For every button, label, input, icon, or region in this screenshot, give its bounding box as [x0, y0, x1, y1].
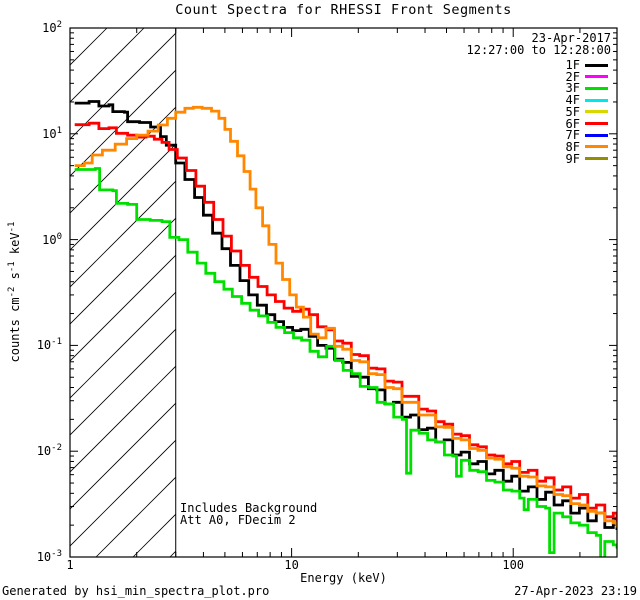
legend-label: 4F: [565, 93, 580, 108]
plot-title: Count Spectra for RHESSI Front Segments: [175, 2, 512, 18]
y-tick-label: 10-1: [36, 337, 62, 353]
legend-item-9F: 9F: [520, 153, 608, 165]
legend-item-3F: 3F: [520, 82, 608, 94]
legend-item-4F: 4F: [520, 94, 608, 106]
observation-time-range: 12:27:00 to 12:28:00: [466, 43, 612, 57]
plot-frame: [69, 27, 618, 558]
footer-plot-timestamp: 27-Apr-2023 23:19: [514, 584, 637, 598]
spectrum-curve-8F: [74, 105, 617, 528]
x-tick-label: 10: [284, 558, 299, 572]
legend-item-6F: 6F: [520, 118, 608, 130]
y-tick-label: 101: [42, 125, 62, 141]
legend-label: 8F: [565, 139, 580, 154]
y-tick-label: 10-3: [36, 549, 62, 565]
legend-item-2F: 2F: [520, 71, 608, 83]
x-tick-label: 1: [66, 558, 74, 572]
legend-color-swatch: [585, 86, 608, 90]
legend-color-swatch: [585, 63, 608, 67]
legend-label: 2F: [565, 69, 580, 84]
legend-item-1F: 1F: [520, 59, 608, 71]
x-tick-label: 100: [502, 558, 525, 572]
legend-label: 9F: [565, 151, 580, 166]
spectrum-curve-1F: [74, 100, 617, 530]
annotation-attenuator-decimation: Att A0, FDecim 2: [180, 513, 296, 527]
legend-label: 3F: [565, 81, 580, 96]
x-axis-label: Energy (keV): [300, 571, 387, 585]
spectrum-curve-6F: [74, 121, 617, 523]
observation-date: 23-Apr-2017: [531, 31, 611, 45]
legend-color-swatch: [585, 122, 608, 125]
spectra-curves: [74, 100, 617, 557]
legend-color-swatch: [585, 145, 608, 149]
legend-color-swatch: [585, 110, 608, 114]
y-tick-label: 102: [42, 20, 62, 36]
legend-color-swatch: [585, 75, 608, 79]
footer-generator-credit: Generated by hsi_min_spectra_plot.pro: [2, 584, 270, 598]
legend-label: 5F: [565, 104, 580, 119]
legend-item-5F: 5F: [520, 106, 608, 118]
legend-color-swatch: [585, 98, 608, 102]
legend-color-swatch: [585, 157, 608, 161]
legend-item-7F: 7F: [520, 129, 608, 141]
legend-label: 1F: [565, 58, 580, 72]
spectrum-curve-3F: [74, 167, 617, 557]
legend-color-swatch: [585, 133, 608, 137]
y-tick-label: 100: [42, 231, 62, 247]
annotation-includes-background: Includes Background: [180, 501, 318, 515]
legend-label: 7F: [565, 128, 580, 143]
legend-item-8F: 8F: [520, 141, 608, 153]
y-tick-label: 10-2: [36, 443, 62, 459]
legend-label: 6F: [565, 116, 580, 131]
